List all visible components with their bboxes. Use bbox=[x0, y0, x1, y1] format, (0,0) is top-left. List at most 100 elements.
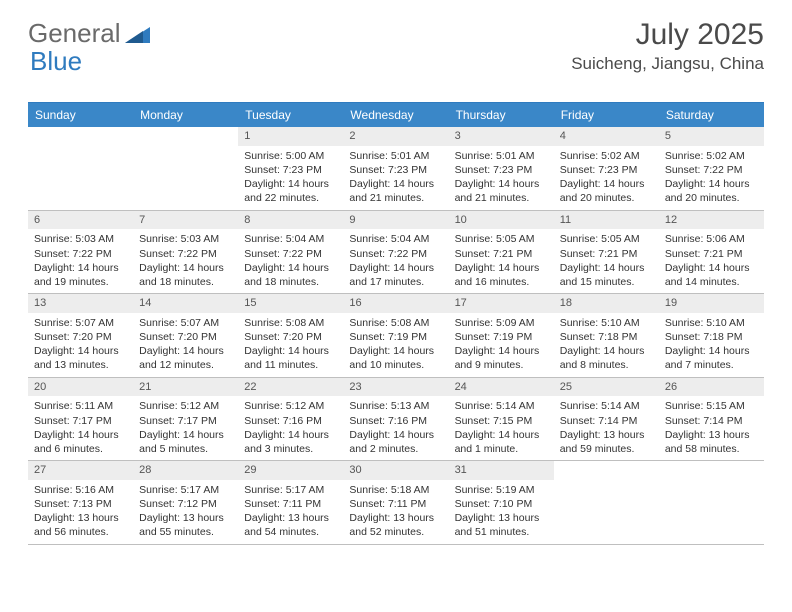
day-cell: 7Sunrise: 5:03 AMSunset: 7:22 PMDaylight… bbox=[133, 211, 238, 294]
day-body: Sunrise: 5:05 AMSunset: 7:21 PMDaylight:… bbox=[449, 229, 554, 293]
sunrise-text: Sunrise: 5:09 AM bbox=[455, 316, 548, 330]
day-number: 9 bbox=[343, 211, 448, 230]
sunset-text: Sunset: 7:23 PM bbox=[560, 163, 653, 177]
day-cell: 16Sunrise: 5:08 AMSunset: 7:19 PMDayligh… bbox=[343, 294, 448, 377]
calendar: Sunday Monday Tuesday Wednesday Thursday… bbox=[28, 102, 764, 545]
day-cell: 1Sunrise: 5:00 AMSunset: 7:23 PMDaylight… bbox=[238, 127, 343, 210]
daylight-text: Daylight: 14 hours and 21 minutes. bbox=[349, 177, 442, 205]
day-number: 2 bbox=[343, 127, 448, 146]
week-row: 1Sunrise: 5:00 AMSunset: 7:23 PMDaylight… bbox=[28, 127, 764, 211]
daylight-text: Daylight: 14 hours and 15 minutes. bbox=[560, 261, 653, 289]
sunset-text: Sunset: 7:19 PM bbox=[455, 330, 548, 344]
day-cell: 6Sunrise: 5:03 AMSunset: 7:22 PMDaylight… bbox=[28, 211, 133, 294]
daylight-text: Daylight: 13 hours and 52 minutes. bbox=[349, 511, 442, 539]
sunset-text: Sunset: 7:23 PM bbox=[244, 163, 337, 177]
weekday-header-row: Sunday Monday Tuesday Wednesday Thursday… bbox=[28, 103, 764, 127]
day-number: 7 bbox=[133, 211, 238, 230]
sunrise-text: Sunrise: 5:03 AM bbox=[139, 232, 232, 246]
sunrise-text: Sunrise: 5:15 AM bbox=[665, 399, 758, 413]
sunrise-text: Sunrise: 5:04 AM bbox=[349, 232, 442, 246]
day-number: 28 bbox=[133, 461, 238, 480]
daylight-text: Daylight: 14 hours and 2 minutes. bbox=[349, 428, 442, 456]
sunset-text: Sunset: 7:14 PM bbox=[560, 414, 653, 428]
day-body: Sunrise: 5:17 AMSunset: 7:11 PMDaylight:… bbox=[238, 480, 343, 544]
daylight-text: Daylight: 13 hours and 54 minutes. bbox=[244, 511, 337, 539]
day-body: Sunrise: 5:02 AMSunset: 7:22 PMDaylight:… bbox=[659, 146, 764, 210]
calendar-page: General July 2025 Suicheng, Jiangsu, Chi… bbox=[0, 0, 792, 545]
logo-part2: Blue bbox=[30, 46, 82, 77]
topbar: General July 2025 Suicheng, Jiangsu, Chi… bbox=[28, 18, 764, 74]
day-body: Sunrise: 5:10 AMSunset: 7:18 PMDaylight:… bbox=[554, 313, 659, 377]
day-body: Sunrise: 5:03 AMSunset: 7:22 PMDaylight:… bbox=[28, 229, 133, 293]
sunset-text: Sunset: 7:22 PM bbox=[244, 247, 337, 261]
weekday-sat: Saturday bbox=[659, 103, 764, 127]
day-cell: 13Sunrise: 5:07 AMSunset: 7:20 PMDayligh… bbox=[28, 294, 133, 377]
day-number: 8 bbox=[238, 211, 343, 230]
day-cell: 17Sunrise: 5:09 AMSunset: 7:19 PMDayligh… bbox=[449, 294, 554, 377]
day-body: Sunrise: 5:10 AMSunset: 7:18 PMDaylight:… bbox=[659, 313, 764, 377]
sunrise-text: Sunrise: 5:01 AM bbox=[349, 149, 442, 163]
sunrise-text: Sunrise: 5:05 AM bbox=[560, 232, 653, 246]
sunrise-text: Sunrise: 5:06 AM bbox=[665, 232, 758, 246]
sunset-text: Sunset: 7:18 PM bbox=[665, 330, 758, 344]
week-row: 6Sunrise: 5:03 AMSunset: 7:22 PMDaylight… bbox=[28, 211, 764, 295]
day-cell bbox=[28, 127, 133, 210]
day-number: 19 bbox=[659, 294, 764, 313]
day-number: 3 bbox=[449, 127, 554, 146]
day-cell bbox=[659, 461, 764, 544]
day-body: Sunrise: 5:02 AMSunset: 7:23 PMDaylight:… bbox=[554, 146, 659, 210]
day-cell: 4Sunrise: 5:02 AMSunset: 7:23 PMDaylight… bbox=[554, 127, 659, 210]
daylight-text: Daylight: 14 hours and 20 minutes. bbox=[665, 177, 758, 205]
sunrise-text: Sunrise: 5:14 AM bbox=[560, 399, 653, 413]
day-cell: 29Sunrise: 5:17 AMSunset: 7:11 PMDayligh… bbox=[238, 461, 343, 544]
day-number: 20 bbox=[28, 378, 133, 397]
day-cell: 3Sunrise: 5:01 AMSunset: 7:23 PMDaylight… bbox=[449, 127, 554, 210]
day-cell: 21Sunrise: 5:12 AMSunset: 7:17 PMDayligh… bbox=[133, 378, 238, 461]
day-number: 4 bbox=[554, 127, 659, 146]
day-body: Sunrise: 5:09 AMSunset: 7:19 PMDaylight:… bbox=[449, 313, 554, 377]
day-cell bbox=[554, 461, 659, 544]
daylight-text: Daylight: 14 hours and 6 minutes. bbox=[34, 428, 127, 456]
weekday-mon: Monday bbox=[133, 103, 238, 127]
day-cell: 30Sunrise: 5:18 AMSunset: 7:11 PMDayligh… bbox=[343, 461, 448, 544]
daylight-text: Daylight: 14 hours and 18 minutes. bbox=[244, 261, 337, 289]
day-number: 17 bbox=[449, 294, 554, 313]
day-cell: 2Sunrise: 5:01 AMSunset: 7:23 PMDaylight… bbox=[343, 127, 448, 210]
daylight-text: Daylight: 14 hours and 8 minutes. bbox=[560, 344, 653, 372]
day-number: 18 bbox=[554, 294, 659, 313]
day-number: 31 bbox=[449, 461, 554, 480]
day-cell: 24Sunrise: 5:14 AMSunset: 7:15 PMDayligh… bbox=[449, 378, 554, 461]
day-cell: 11Sunrise: 5:05 AMSunset: 7:21 PMDayligh… bbox=[554, 211, 659, 294]
sunset-text: Sunset: 7:12 PM bbox=[139, 497, 232, 511]
weekday-wed: Wednesday bbox=[343, 103, 448, 127]
sunrise-text: Sunrise: 5:16 AM bbox=[34, 483, 127, 497]
day-cell: 14Sunrise: 5:07 AMSunset: 7:20 PMDayligh… bbox=[133, 294, 238, 377]
weekday-sun: Sunday bbox=[28, 103, 133, 127]
day-body: Sunrise: 5:12 AMSunset: 7:16 PMDaylight:… bbox=[238, 396, 343, 460]
day-cell: 28Sunrise: 5:17 AMSunset: 7:12 PMDayligh… bbox=[133, 461, 238, 544]
sunset-text: Sunset: 7:21 PM bbox=[560, 247, 653, 261]
sunset-text: Sunset: 7:16 PM bbox=[349, 414, 442, 428]
day-body: Sunrise: 5:11 AMSunset: 7:17 PMDaylight:… bbox=[28, 396, 133, 460]
day-cell: 25Sunrise: 5:14 AMSunset: 7:14 PMDayligh… bbox=[554, 378, 659, 461]
day-cell: 18Sunrise: 5:10 AMSunset: 7:18 PMDayligh… bbox=[554, 294, 659, 377]
sunset-text: Sunset: 7:20 PM bbox=[139, 330, 232, 344]
week-row: 20Sunrise: 5:11 AMSunset: 7:17 PMDayligh… bbox=[28, 378, 764, 462]
day-body: Sunrise: 5:08 AMSunset: 7:20 PMDaylight:… bbox=[238, 313, 343, 377]
day-cell bbox=[133, 127, 238, 210]
sunrise-text: Sunrise: 5:01 AM bbox=[455, 149, 548, 163]
day-cell: 31Sunrise: 5:19 AMSunset: 7:10 PMDayligh… bbox=[449, 461, 554, 544]
brand-logo: General bbox=[28, 18, 151, 49]
daylight-text: Daylight: 14 hours and 19 minutes. bbox=[34, 261, 127, 289]
day-body: Sunrise: 5:18 AMSunset: 7:11 PMDaylight:… bbox=[343, 480, 448, 544]
title-block: July 2025 Suicheng, Jiangsu, China bbox=[571, 18, 764, 74]
sunrise-text: Sunrise: 5:18 AM bbox=[349, 483, 442, 497]
day-body: Sunrise: 5:01 AMSunset: 7:23 PMDaylight:… bbox=[343, 146, 448, 210]
weekday-fri: Friday bbox=[554, 103, 659, 127]
daylight-text: Daylight: 14 hours and 20 minutes. bbox=[560, 177, 653, 205]
logo-triangle-icon bbox=[125, 24, 151, 44]
daylight-text: Daylight: 14 hours and 9 minutes. bbox=[455, 344, 548, 372]
day-body: Sunrise: 5:07 AMSunset: 7:20 PMDaylight:… bbox=[133, 313, 238, 377]
daylight-text: Daylight: 14 hours and 1 minute. bbox=[455, 428, 548, 456]
sunrise-text: Sunrise: 5:02 AM bbox=[665, 149, 758, 163]
